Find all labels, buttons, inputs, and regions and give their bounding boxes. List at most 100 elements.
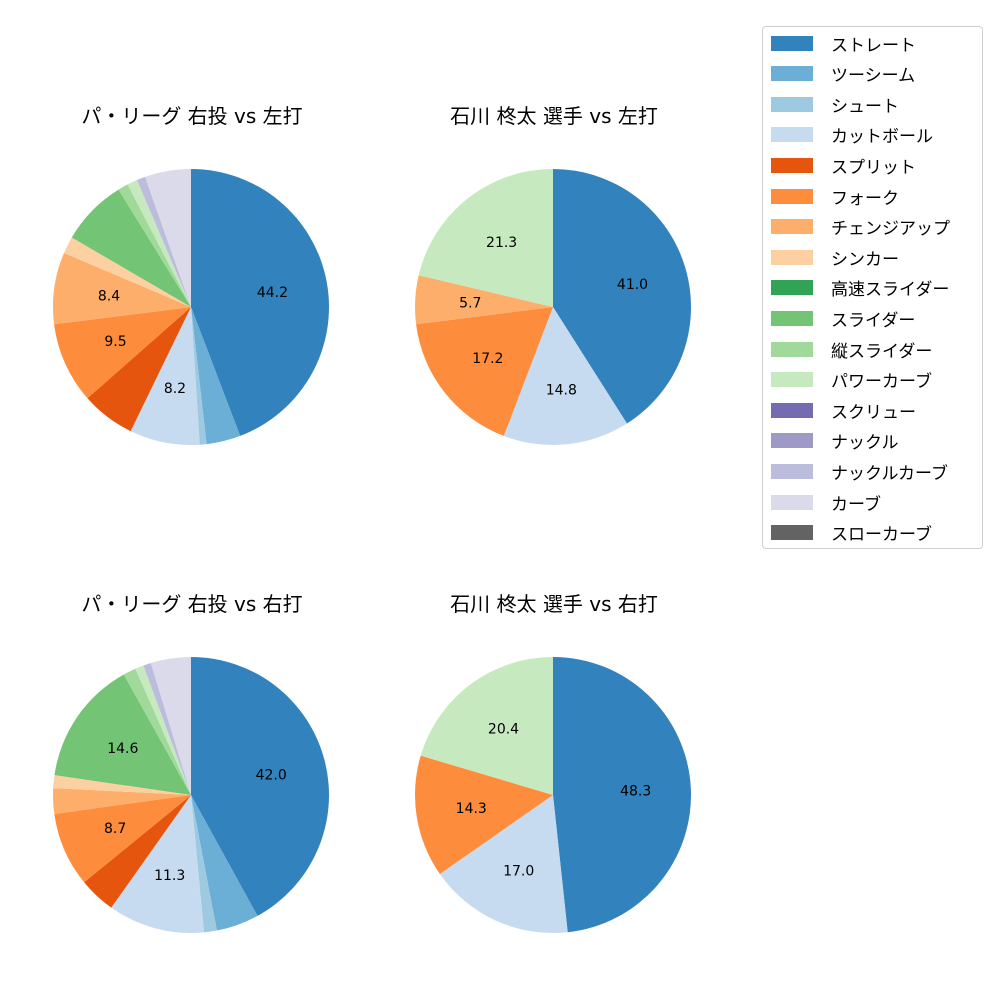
slice-value-label: 41.0 bbox=[617, 277, 648, 293]
pie-slice bbox=[418, 169, 553, 307]
legend-swatch bbox=[771, 280, 813, 296]
legend-label: スライダー bbox=[831, 310, 916, 331]
legend-label: スクリュー bbox=[831, 402, 916, 423]
legend-item: ナックルカーブ bbox=[771, 459, 948, 484]
legend-item: スプリット bbox=[771, 153, 916, 178]
slice-value-label: 42.0 bbox=[256, 767, 287, 783]
legend-label: パワーカーブ bbox=[831, 372, 932, 393]
legend-item: パワーカーブ bbox=[771, 368, 932, 392]
legend-swatch bbox=[771, 372, 813, 388]
legend-item: 高速スライダー bbox=[771, 276, 949, 300]
legend-swatch bbox=[771, 188, 813, 204]
pie-chart-panel: 石川 柊太 選手 vs 右打 48.3 17.0 14.3 20.4 bbox=[414, 588, 774, 1008]
legend-label: スローカーブ bbox=[831, 525, 932, 546]
slice-value-label: 14.8 bbox=[546, 382, 577, 398]
pie-slice bbox=[118, 184, 191, 307]
legend-swatch bbox=[771, 402, 813, 418]
legend-item: チェンジアップ bbox=[771, 215, 950, 239]
slice-value-label: 44.2 bbox=[257, 285, 288, 301]
legend-swatch bbox=[771, 219, 813, 235]
slice-value-label: 48.3 bbox=[620, 784, 651, 800]
legend-item: ストレート bbox=[771, 31, 916, 56]
pie-slice bbox=[64, 237, 191, 307]
legend-label: カーブ bbox=[831, 494, 881, 515]
legend-label: シュート bbox=[831, 96, 899, 117]
legend-swatch bbox=[771, 433, 813, 449]
legend-label: ナックルカーブ bbox=[831, 463, 948, 484]
pie-slice bbox=[191, 169, 330, 436]
pie-slice bbox=[143, 662, 191, 795]
pie-slice bbox=[135, 665, 191, 795]
slice-value-label: 14.3 bbox=[456, 801, 487, 817]
legend-label: 縦スライダー bbox=[831, 341, 933, 362]
legend-swatch bbox=[771, 310, 813, 326]
legend-swatch bbox=[771, 341, 813, 357]
pie-slice bbox=[123, 668, 191, 795]
pie-chart-panel: パ・リーグ 右投 vs 左打 44.2 8.2 9.5 8.4 bbox=[52, 100, 412, 520]
pie-slice bbox=[54, 307, 192, 399]
pie-slice bbox=[53, 775, 191, 795]
pie-slice bbox=[191, 307, 241, 445]
legend: ストレートツーシームシュートカットボールスプリットフォークチェンジアップ シンカー… bbox=[762, 26, 983, 549]
pie-slice bbox=[553, 169, 691, 424]
slice-value-label: 20.4 bbox=[488, 722, 519, 738]
pie-slice bbox=[54, 674, 192, 795]
slice-value-label: 8.7 bbox=[104, 821, 126, 837]
pie-slice bbox=[111, 795, 204, 933]
pie-chart: 41.0 14.8 17.2 5.7 21.3 bbox=[415, 169, 691, 445]
legend-item: スローカーブ bbox=[771, 521, 932, 545]
legend-swatch bbox=[771, 127, 813, 143]
pie-slice bbox=[439, 795, 568, 933]
pie-slice bbox=[71, 189, 191, 307]
slice-value-label: 9.5 bbox=[104, 334, 126, 350]
legend-label: チェンジアップ bbox=[831, 219, 950, 240]
legend-item: シンカー bbox=[771, 245, 899, 270]
pie-chart: 48.3 17.0 14.3 20.4 bbox=[414, 657, 691, 933]
pie-slice bbox=[150, 657, 191, 795]
slice-value-label: 5.7 bbox=[459, 296, 481, 312]
pie-chart: 42.0 11.3 8.7 14.6 bbox=[52, 657, 330, 933]
slice-value-label: 8.4 bbox=[98, 289, 120, 305]
legend-item: スライダー bbox=[771, 306, 916, 331]
legend-label: スプリット bbox=[831, 157, 916, 178]
slice-value-label: 11.3 bbox=[154, 868, 185, 884]
pie-slice bbox=[191, 795, 217, 933]
pie-chart-panel: 石川 柊太 選手 vs 左打 41.0 14.8 17.2 5.7 21.3 bbox=[414, 100, 774, 520]
pie-slice bbox=[52, 788, 191, 815]
slice-value-label: 14.6 bbox=[107, 741, 138, 757]
legend-item: カットボール bbox=[771, 123, 933, 147]
legend-item: シュート bbox=[771, 92, 899, 117]
legend-swatch bbox=[771, 463, 813, 479]
pie-slice bbox=[191, 657, 330, 916]
legend-item: 縦スライダー bbox=[771, 337, 933, 362]
pie-slice bbox=[553, 657, 691, 933]
pie-slice bbox=[53, 252, 191, 325]
chart-title: パ・リーグ 右投 vs 左打 bbox=[81, 104, 303, 128]
pie-slice bbox=[127, 180, 191, 307]
legend-item: カーブ bbox=[771, 490, 881, 515]
pie-slice bbox=[84, 795, 191, 908]
pie-slice bbox=[503, 307, 627, 445]
slice-value-label: 8.2 bbox=[164, 381, 186, 397]
slice-value-label: 17.2 bbox=[472, 351, 503, 367]
pie-chart-panel: パ・リーグ 右投 vs 右打 42.0 11.3 8.7 14.6 bbox=[52, 588, 412, 1008]
slice-value-label: 21.3 bbox=[486, 235, 517, 251]
legend-swatch bbox=[771, 96, 813, 112]
chart-title: パ・リーグ 右投 vs 右打 bbox=[81, 592, 303, 616]
slice-value-label: 17.0 bbox=[503, 863, 534, 879]
legend-swatch bbox=[771, 35, 813, 51]
pie-slice bbox=[136, 176, 191, 307]
pie-slice bbox=[191, 307, 207, 445]
legend-item: ツーシーム bbox=[771, 62, 915, 86]
legend-label: フォーク bbox=[831, 188, 899, 209]
pie-slice bbox=[130, 307, 200, 445]
legend-label: 高速スライダー bbox=[831, 280, 950, 301]
legend-swatch bbox=[771, 66, 813, 82]
legend-label: ナックル bbox=[831, 433, 899, 454]
legend-item: ナックル bbox=[771, 429, 899, 453]
pie-slice bbox=[87, 307, 191, 432]
pie-slice bbox=[145, 169, 191, 307]
pie-slice bbox=[191, 795, 258, 931]
legend-label: シンカー bbox=[831, 249, 899, 270]
pie-slice bbox=[416, 307, 553, 436]
